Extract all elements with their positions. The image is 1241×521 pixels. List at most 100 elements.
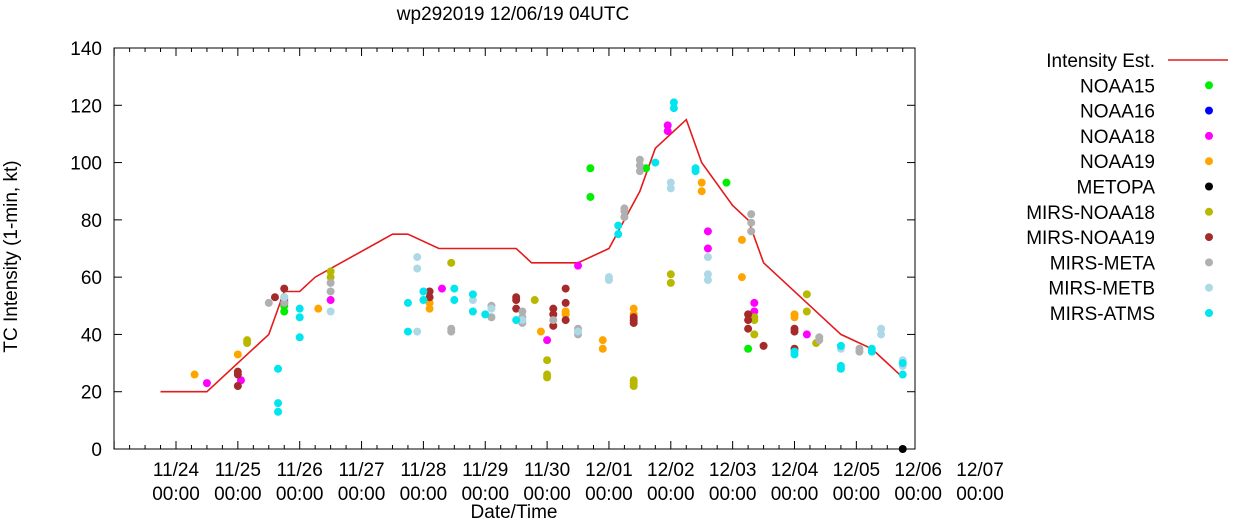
point-noaa18 [663,127,672,136]
x-tick-label-date: 12/02 [647,460,695,481]
point-noaa19 [697,187,706,196]
plot-area-frame [113,47,916,450]
point-noaa18 [663,121,672,130]
point-mirs-metb [413,264,422,273]
point-noaa18 [750,298,759,307]
point-mirs-atms [512,316,521,325]
legend-label-mirs-metb: MIRS-METB [1048,279,1155,300]
point-mirs-noaa19 [549,310,558,319]
x-axis: 11/24 00:00 11/25 00:00 11/26 00:00 11/27 00:00… [113,48,1004,505]
x-tick-label-time: 00:00 [956,484,1004,505]
x-tick-label-time: 00:00 [461,484,509,505]
point-mirs-noaa18 [629,381,638,390]
x-tick-label-date: 11/30 [524,460,570,481]
point-mirs-atms [295,304,304,313]
point-mirs-noaa19 [512,296,521,305]
legend-label-metopa: METOPA [1077,178,1156,199]
point-mirs-noaa19 [233,381,242,390]
point-mirs-noaa18 [326,267,335,276]
y-tick-label: 120 [70,96,102,117]
point-mirs-noaa18 [530,296,539,305]
x-tick-label-date: 12/06 [894,460,942,481]
point-noaa19 [190,370,199,379]
point-mirs-meta [549,316,558,325]
point-mirs-metb [666,178,675,187]
legend-label-noaa18: NOAA18 [1080,127,1155,148]
point-mirs-metb [703,253,712,262]
point-mirs-noaa19 [759,341,768,350]
point-mirs-metb [574,327,583,336]
point-mirs-noaa19 [744,316,753,325]
point-mirs-atms [691,164,700,173]
x-tick-label-time: 00:00 [152,484,200,505]
point-mirs-noaa19 [629,318,638,327]
legend-label-mirs-meta: MIRS-META [1050,253,1156,274]
legend-swatch-noaa19 [1205,157,1213,166]
point-mirs-noaa18 [543,373,552,382]
legend: Intensity Est. NOAA15 NOAA16 NOAA18 NOAA19 ME… [1026,51,1228,325]
point-mirs-metb [413,327,422,336]
point-noaa19 [233,350,242,359]
point-mirs-metb [487,304,496,313]
point-mirs-atms [836,361,845,370]
legend-swatch-mirs-atms [1205,309,1213,317]
x-tick-label-time: 00:00 [400,484,448,505]
point-mirs-noaa19 [549,304,558,313]
point-mirs-noaa19 [549,321,558,330]
point-noaa18 [437,284,446,293]
point-noaa18 [543,336,552,345]
x-axis-label: Date/Time [471,502,558,521]
point-mirs-atms [419,287,428,296]
point-noaa18 [750,307,759,316]
point-mirs-metb [604,273,613,282]
point-mirs-atms [403,327,412,336]
point-mirs-atms [468,290,477,299]
point-mirs-atms [790,347,799,356]
point-mirs-noaa18 [447,258,456,267]
point-noaa18 [802,330,811,339]
point-mirs-atms [669,104,678,113]
point-noaa15 [586,192,595,201]
point-mirs-atms [669,98,678,107]
point-mirs-noaa19 [270,293,279,302]
y-axis: 0 20 40 60 80 100 120 140 [70,39,915,461]
point-noaa18 [326,296,335,305]
x-tick-label-time: 00:00 [709,484,757,505]
point-mirs-meta [635,161,644,170]
point-mirs-noaa19 [425,293,434,302]
point-mirs-metb [877,324,886,333]
point-noaa15 [586,164,595,173]
point-mirs-noaa19 [425,287,434,296]
point-mirs-meta [280,298,289,307]
legend-swatch-noaa15 [1205,81,1213,90]
point-mirs-noaa19 [233,367,242,376]
point-noaa19 [536,327,545,336]
point-mirs-atms [468,307,477,316]
point-mirs-meta [635,155,644,164]
x-tick-label-date: 11/29 [462,460,508,481]
point-noaa19 [314,304,323,313]
legend-label-intensity-est: Intensity Est. [1046,51,1155,72]
point-mirs-noaa19 [561,316,570,325]
point-mirs-atms [836,341,845,350]
point-noaa15 [722,178,731,187]
point-mirs-noaa18 [750,316,759,325]
legend-label-mirs-noaa18: MIRS-NOAA18 [1026,203,1155,224]
x-tick-label-date: 12/04 [771,460,819,481]
y-tick-label: 0 [91,440,102,461]
point-mirs-meta [326,287,335,296]
point-noaa18 [703,244,712,253]
point-mirs-noaa19 [744,310,753,319]
point-mirs-meta [447,327,456,336]
point-noaa15 [744,344,753,353]
legend-swatch-noaa18 [1205,131,1213,140]
point-mirs-noaa19 [790,327,799,336]
point-noaa19 [737,273,746,282]
legend-swatch-mirs-metb [1205,283,1213,292]
point-noaa19 [697,178,706,187]
point-mirs-noaa19 [280,284,289,293]
point-mirs-atms [274,364,283,373]
y-tick-label: 40 [81,325,102,346]
point-mirs-noaa18 [666,278,675,287]
point-mirs-noaa19 [561,284,570,293]
